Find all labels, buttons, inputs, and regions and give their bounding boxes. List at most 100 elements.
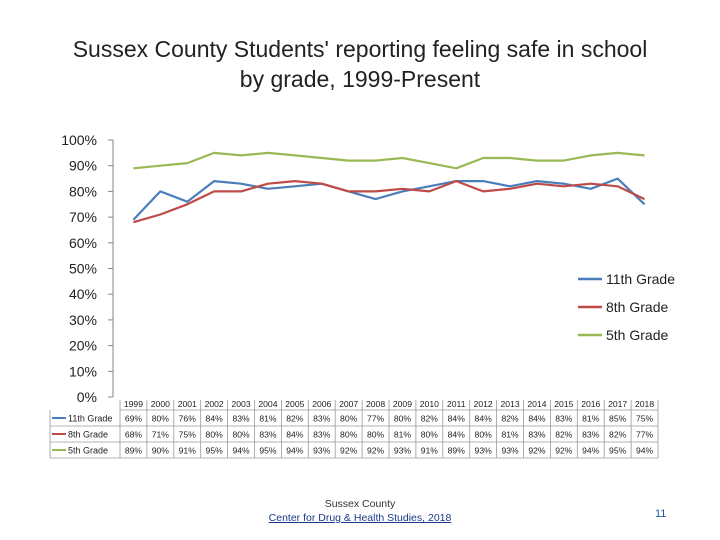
x-tick-label: 2006: [312, 399, 331, 409]
footer-source-link[interactable]: Center for Drug & Health Studies, 2018: [268, 512, 452, 524]
data-label: 93%: [313, 446, 331, 456]
x-tick-label: 2018: [635, 399, 654, 409]
data-label: 94%: [636, 446, 654, 456]
data-label: 82%: [555, 430, 573, 440]
y-tick-label: 20%: [69, 338, 97, 354]
footer-org: Sussex County: [324, 498, 396, 510]
x-tick-label: 2009: [393, 399, 412, 409]
data-label: 84%: [475, 414, 493, 424]
x-tick-label: 2003: [231, 399, 250, 409]
data-label: 93%: [475, 446, 493, 456]
data-label: 91%: [179, 446, 197, 456]
data-label: 83%: [313, 430, 331, 440]
y-tick-label: 100%: [61, 132, 97, 148]
y-tick-label: 30%: [69, 312, 97, 328]
data-label: 80%: [394, 414, 412, 424]
data-label: 89%: [125, 446, 143, 456]
data-label: 83%: [259, 430, 277, 440]
data-label: 94%: [286, 446, 304, 456]
x-tick-label: 2000: [151, 399, 170, 409]
data-label: 81%: [582, 414, 600, 424]
data-label: 83%: [313, 414, 331, 424]
data-label: 82%: [501, 414, 519, 424]
data-label: 83%: [232, 414, 250, 424]
data-label: 75%: [636, 414, 654, 424]
series-line-11th-grade: [132, 177, 646, 221]
data-label: 84%: [448, 414, 466, 424]
data-label: 85%: [609, 414, 627, 424]
legend-label: 5th Grade: [606, 327, 668, 343]
x-tick-label: 2017: [608, 399, 627, 409]
y-tick-label: 80%: [69, 183, 97, 199]
data-label: 80%: [340, 414, 358, 424]
x-tick-label: 2014: [527, 399, 546, 409]
data-label: 81%: [501, 430, 519, 440]
table-row-label: 11th Grade: [68, 414, 112, 424]
data-label: 81%: [394, 430, 412, 440]
page-number: 11: [655, 508, 667, 520]
x-tick-label: 2002: [205, 399, 224, 409]
data-label: 77%: [367, 414, 385, 424]
x-tick-label: 2015: [554, 399, 573, 409]
data-label: 80%: [232, 430, 250, 440]
data-label: 95%: [206, 446, 224, 456]
x-tick-label: 2005: [285, 399, 304, 409]
data-label: 84%: [528, 414, 546, 424]
table-row-label: 8th Grade: [68, 430, 108, 440]
y-tick-label: 70%: [69, 209, 97, 225]
y-tick-label: 60%: [69, 235, 97, 251]
footer: Sussex County Center for Drug & Health S…: [240, 497, 480, 525]
data-label: 84%: [286, 430, 304, 440]
y-tick-label: 50%: [69, 261, 97, 277]
x-tick-label: 2012: [474, 399, 493, 409]
y-tick-label: 10%: [69, 363, 97, 379]
data-label: 77%: [636, 430, 654, 440]
legend: 11th Grade 8th Grade 5th Grade: [578, 271, 675, 343]
data-label: 80%: [152, 414, 170, 424]
data-label: 92%: [340, 446, 358, 456]
data-label: 89%: [448, 446, 466, 456]
x-tick-label: 2011: [447, 399, 466, 409]
data-label: 82%: [421, 414, 439, 424]
y-tick-label: 90%: [69, 158, 97, 174]
data-table: 1999 2000 2001 2002 2003 2004 2005 2006 2007 2008…: [49, 399, 659, 459]
data-label: 83%: [555, 414, 573, 424]
x-tick-label: 2016: [581, 399, 600, 409]
x-tick-label: 2013: [500, 399, 519, 409]
y-tick-label: 40%: [69, 286, 97, 302]
data-label: 95%: [609, 446, 627, 456]
data-label: 75%: [179, 430, 197, 440]
data-label: 82%: [286, 414, 304, 424]
y-tick-label: 0%: [77, 389, 97, 405]
data-label: 71%: [152, 430, 170, 440]
data-label: 93%: [501, 446, 519, 456]
data-label: 80%: [340, 430, 358, 440]
data-label: 80%: [367, 430, 385, 440]
data-label: 92%: [555, 446, 573, 456]
data-label: 69%: [125, 414, 143, 424]
legend-label: 8th Grade: [606, 299, 668, 315]
chart-title-line-2: by grade, 1999-Present: [239, 66, 481, 92]
x-tick-label: 2004: [258, 399, 277, 409]
data-label: 83%: [582, 430, 600, 440]
x-tick-label: 2001: [178, 399, 197, 409]
data-label: 95%: [259, 446, 277, 456]
data-label: 83%: [528, 430, 546, 440]
data-label: 82%: [609, 430, 627, 440]
data-label: 76%: [179, 414, 197, 424]
data-label: 80%: [475, 430, 493, 440]
data-label: 92%: [528, 446, 546, 456]
data-label: 90%: [152, 446, 170, 456]
data-label: 80%: [206, 430, 224, 440]
data-label: 94%: [582, 446, 600, 456]
data-label: 68%: [125, 430, 143, 440]
data-label: 84%: [206, 414, 224, 424]
data-label: 80%: [421, 430, 439, 440]
x-tick-label: 2007: [339, 399, 358, 409]
legend-label: 11th Grade: [606, 271, 675, 287]
data-label: 81%: [259, 414, 277, 424]
x-tick-label: 2010: [420, 399, 439, 409]
series-line-8th-grade: [133, 180, 645, 224]
data-label: 94%: [232, 446, 250, 456]
